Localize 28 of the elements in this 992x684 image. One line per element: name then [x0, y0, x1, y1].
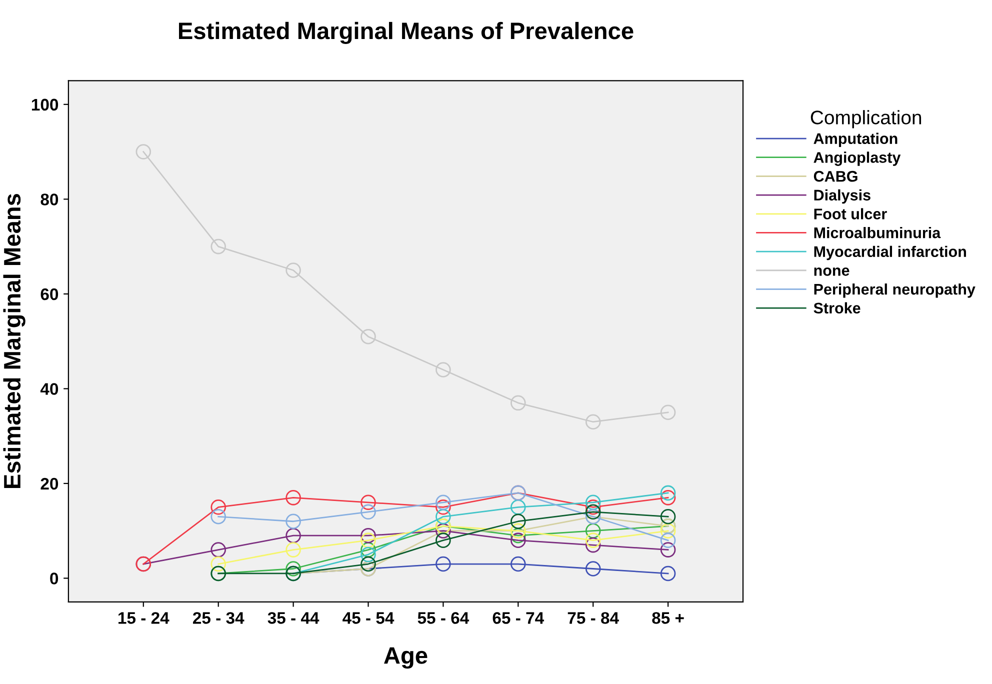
legend-label: Myocardial infarction	[814, 246, 966, 260]
x-tick-label: 85 +	[652, 612, 684, 624]
y-tick-label: 100	[32, 98, 58, 111]
legend-label: Angioplasty	[814, 152, 901, 166]
legend-label: Stroke	[814, 302, 860, 314]
x-tick-label: 25 - 34	[192, 612, 244, 624]
legend-label: none	[814, 267, 850, 276]
y-axis-title: Estimated Marginal Means	[3, 194, 26, 488]
y-tick-label: 40	[40, 383, 58, 395]
legend-label: Foot ulcer	[814, 208, 887, 220]
legend-title: Complication	[810, 110, 922, 128]
legend-label: CABG	[814, 170, 858, 182]
x-tick-label: 15 - 24	[118, 612, 170, 624]
legend-label: Microalbuminuria	[814, 227, 941, 238]
legend-label: Amputation	[814, 132, 898, 148]
x-tick-label: 65 - 74	[492, 612, 544, 624]
x-axis-title: Age	[384, 647, 428, 669]
legend-label: Peripheral neuropathy	[814, 283, 976, 298]
legend-label: Dialysis	[814, 189, 870, 204]
y-tick-label: 80	[40, 194, 58, 206]
x-tick-label: 45 - 54	[342, 612, 394, 624]
x-tick-label: 75 - 84	[568, 612, 619, 624]
y-tick-label: 60	[40, 288, 58, 300]
x-tick-label: 35 - 44	[268, 612, 320, 624]
chart-title: Estimated Marginal Means of Prevalence	[179, 22, 634, 44]
x-tick-label: 55 - 64	[418, 612, 470, 624]
y-tick-label: 20	[40, 478, 58, 490]
y-tick-label: 0	[50, 572, 58, 584]
